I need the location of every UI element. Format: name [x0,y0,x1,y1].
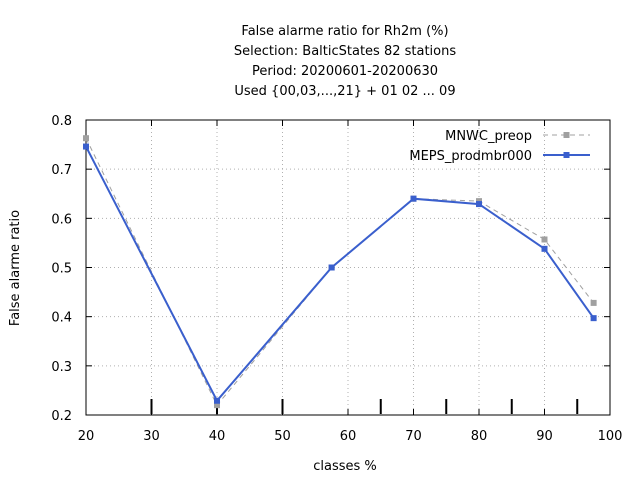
x-tick-label: 50 [274,429,291,444]
data-point-MEPS_prodmbr000 [214,397,220,404]
y-tick-label: 0.2 [51,409,72,424]
y-axis-label: False alarme ratio [8,210,23,326]
title-line: Selection: BalticStates 82 stations [234,44,457,59]
data-point-MEPS_prodmbr000 [83,143,89,150]
data-point-MEPS_prodmbr000 [541,245,548,252]
y-tick-label: 0.8 [51,114,72,129]
data-point-MNWC_preop [590,299,597,306]
y-tick-label: 0.5 [51,262,72,277]
legend-label: MNWC_preop [445,129,532,144]
legend-swatch-marker [563,132,570,138]
x-tick-label: 70 [405,429,422,444]
data-point-MEPS_prodmbr000 [410,195,417,202]
data-point-MNWC_preop [214,402,220,409]
x-tick-label: 40 [209,429,226,444]
data-point-MNWC_preop [541,236,548,243]
chart-title: False alarme ratio for Rh2m (%) Selection… [234,24,457,99]
series [83,135,597,409]
series-line-MNWC_preop [85,137,594,407]
x-tick-label: 20 [78,429,95,444]
series-line-MEPS_prodmbr000 [85,146,595,403]
y-tick-label: 0.6 [51,212,72,227]
title-line: False alarme ratio for Rh2m (%) [241,24,448,39]
data-point-MEPS_prodmbr000 [328,264,335,271]
title-line: Used {00,03,...,21} + 01 02 ... 09 [234,84,455,99]
grid [86,120,610,415]
data-point-MNWC_preop [83,135,89,142]
x-axis-label: classes % [313,459,377,474]
legend-label: MEPS_prodmbr000 [409,149,532,164]
x-tick-label: 100 [598,429,623,444]
y-tick-label: 0.4 [51,311,72,326]
data-point-MEPS_prodmbr000 [476,201,482,208]
axis-ticks: 0.2 0.3 0.4 0.5 0.6 0.7 0.8 20 30 40 50 60 70 80 90 100 [51,114,622,444]
plot-frame [85,119,611,416]
data-point-MEPS_prodmbr000 [590,315,597,322]
legend-swatch-marker [563,152,570,158]
title-line: Period: 20200601-20200630 [252,64,438,79]
y-tick-label: 0.7 [51,163,72,178]
y-tick-label: 0.3 [51,360,72,375]
legend: MNWC_preop MEPS_prodmbr000 [409,129,590,164]
x-tick-label: 30 [143,429,160,444]
x-tick-label: 90 [536,429,553,444]
x-tick-label: 60 [340,429,357,444]
x-tick-label: 80 [471,429,488,444]
